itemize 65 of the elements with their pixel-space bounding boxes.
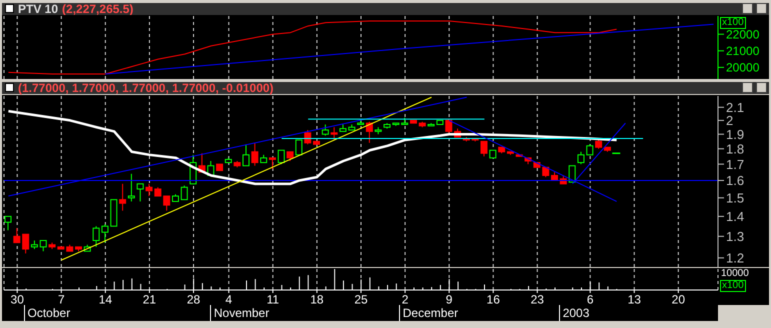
text: 2003 <box>558 305 590 321</box>
candlestick <box>586 144 594 156</box>
line-series <box>8 20 618 75</box>
y-tick-label: 1.7 <box>726 156 744 172</box>
x-tick-label: 20 <box>672 292 686 307</box>
candlestick <box>128 173 135 202</box>
chart-subtitle: (1.77000, 1.77000, 1.77000, 1.77000, -0.01000) <box>18 81 274 95</box>
candlestick <box>304 130 312 145</box>
x-tick-label: 4 <box>225 292 232 307</box>
x-tick-label: 25 <box>354 292 368 307</box>
x-tick-label: 23 <box>530 292 544 307</box>
x-tick-label: 28 <box>186 292 201 307</box>
y-tick-label: 1.5 <box>726 190 744 206</box>
y-tick-label: 1.4 <box>726 209 744 224</box>
text: x100 <box>720 17 746 29</box>
candlestick <box>568 165 576 183</box>
x-tick-label: 30 <box>10 292 24 307</box>
chart-title: PTV 10 <box>18 2 58 16</box>
x-tick-label: 13 <box>628 292 642 307</box>
candlestick <box>295 139 302 156</box>
y-tick-label: 1.3 <box>726 228 744 244</box>
candlestick <box>268 157 276 170</box>
candlestick <box>595 138 602 150</box>
candlestick <box>92 226 100 248</box>
text: October <box>24 305 70 321</box>
candlestick <box>40 240 47 252</box>
text: December <box>398 305 458 321</box>
candlestick <box>480 140 488 157</box>
candlestick <box>322 124 329 136</box>
x-tick-label: 21 <box>142 292 156 307</box>
x-tick-label: 16 <box>486 292 500 307</box>
x-tick-label: 6 <box>586 292 594 307</box>
y-tick-label: 2 <box>726 113 734 128</box>
y-tick-label: 20000 <box>726 60 760 75</box>
x-tick-label: 7 <box>58 292 65 307</box>
candlestick <box>119 183 126 212</box>
candlestick <box>286 151 294 162</box>
candlestick <box>366 121 373 144</box>
y-tick-label: 21000 <box>726 44 760 58</box>
text: x100 <box>720 280 746 292</box>
line-series <box>7 110 618 186</box>
text: 10000 <box>720 268 750 279</box>
x-tick-label: 9 <box>446 292 453 307</box>
candlestick <box>445 118 452 134</box>
candlestick <box>278 150 285 165</box>
candlestick <box>101 224 108 244</box>
y-tick-label: 2.1 <box>726 100 744 115</box>
candlestick <box>4 216 12 231</box>
candlestick <box>136 183 144 202</box>
x-tick-label: 14 <box>98 292 112 307</box>
chart-subtitle: (2,227,265.5) <box>62 2 134 16</box>
candlestick <box>251 142 258 166</box>
x-tick-label: 18 <box>310 292 324 307</box>
x-tick-label: 11 <box>266 292 280 307</box>
x-tick-label: 2 <box>402 292 409 307</box>
y-tick-label: 1.6 <box>726 173 744 188</box>
y-tick-label: 1.8 <box>726 141 744 156</box>
y-tick-label: 22000 <box>726 27 760 42</box>
candlestick <box>180 185 188 200</box>
candlestick <box>577 151 584 165</box>
y-tick-label: 1.9 <box>726 126 744 142</box>
text: November <box>210 305 270 321</box>
y-tick-label: 1.2 <box>726 250 744 266</box>
candlestick <box>242 144 250 166</box>
candlestick <box>146 183 153 197</box>
